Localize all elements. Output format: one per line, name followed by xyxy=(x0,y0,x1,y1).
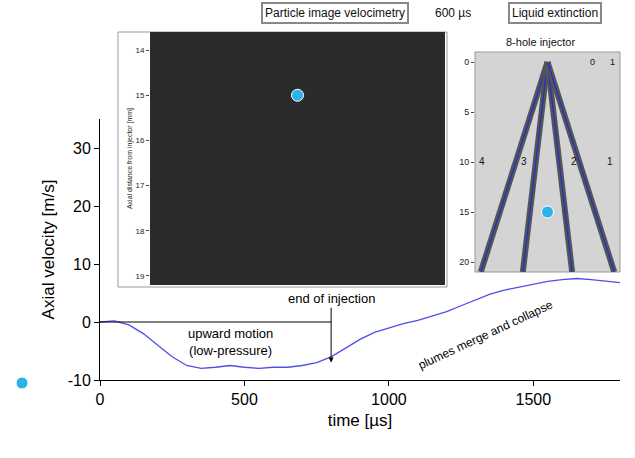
svg-text:time [µs]: time [µs] xyxy=(328,411,393,430)
svg-text:0: 0 xyxy=(82,314,91,331)
svg-text:500: 500 xyxy=(231,391,258,408)
svg-text:15: 15 xyxy=(135,91,144,100)
svg-text:15: 15 xyxy=(459,207,469,217)
svg-text:end of injection: end of injection xyxy=(288,291,375,306)
svg-text:Axial distance from injector [: Axial distance from injector [mm] xyxy=(126,108,134,209)
svg-text:18: 18 xyxy=(135,227,144,236)
svg-text:2: 2 xyxy=(571,156,577,167)
svg-text:5: 5 xyxy=(464,107,469,117)
svg-text:30: 30 xyxy=(73,140,91,157)
svg-text:600 µs: 600 µs xyxy=(435,6,471,20)
svg-text:1000: 1000 xyxy=(371,391,407,408)
svg-text:19: 19 xyxy=(135,272,144,281)
svg-text:Axial velocity [m/s]: Axial velocity [m/s] xyxy=(39,180,58,320)
svg-text:0: 0 xyxy=(464,57,469,67)
svg-text:0: 0 xyxy=(96,391,105,408)
svg-text:1: 1 xyxy=(607,156,613,167)
svg-text:8-hole injector: 8-hole injector xyxy=(506,36,575,48)
svg-text:-10: -10 xyxy=(68,372,91,389)
svg-text:plumes merge and collapse: plumes merge and collapse xyxy=(416,297,555,372)
svg-text:20: 20 xyxy=(73,198,91,215)
svg-text:upward motion(low-pressure): upward motion(low-pressure) xyxy=(188,326,273,358)
svg-text:4: 4 xyxy=(479,156,485,167)
svg-text:Liquid extinction: Liquid extinction xyxy=(512,6,598,20)
svg-text:0: 0 xyxy=(590,57,595,67)
svg-text:Particle image velocimetry: Particle image velocimetry xyxy=(265,6,405,20)
svg-text:1500: 1500 xyxy=(516,391,552,408)
svg-text:17: 17 xyxy=(135,181,144,190)
svg-text:20: 20 xyxy=(459,257,469,267)
svg-text:3: 3 xyxy=(521,156,527,167)
svg-text:10: 10 xyxy=(459,157,469,167)
svg-text:14: 14 xyxy=(135,46,144,55)
svg-text:1: 1 xyxy=(610,57,615,67)
svg-text:16: 16 xyxy=(135,136,144,145)
svg-text:10: 10 xyxy=(73,256,91,273)
